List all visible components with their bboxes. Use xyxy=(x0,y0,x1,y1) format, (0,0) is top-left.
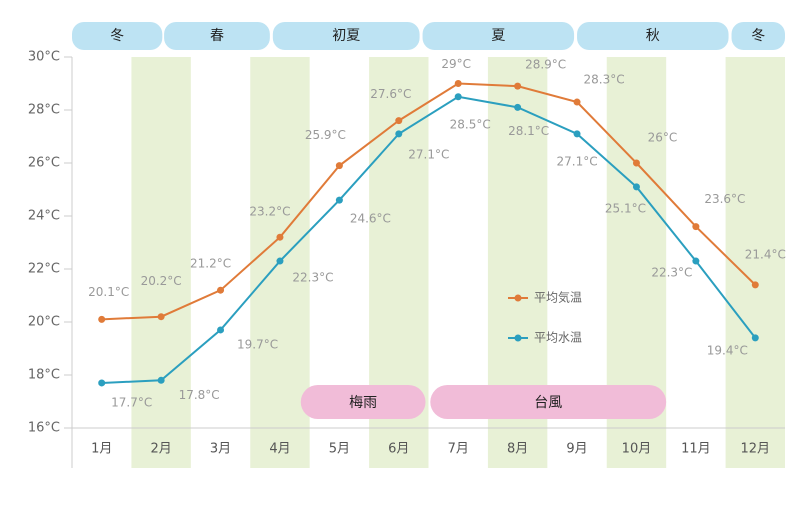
x-tick-label: 6月 xyxy=(388,442,409,457)
value-label: 23.2°C xyxy=(249,205,290,219)
x-tick-label: 7月 xyxy=(448,442,469,457)
value-label: 22.3°C xyxy=(292,271,333,285)
data-point xyxy=(276,233,284,241)
data-point xyxy=(454,93,462,101)
y-tick-label: 18°C xyxy=(28,368,60,383)
x-tick-label: 9月 xyxy=(566,442,587,457)
value-label: 26°C xyxy=(648,131,678,145)
data-point xyxy=(217,286,225,294)
data-point xyxy=(514,82,522,90)
data-point xyxy=(692,223,700,231)
value-label: 23.6°C xyxy=(704,192,745,206)
season-bar xyxy=(577,22,729,50)
y-tick-label: 24°C xyxy=(28,209,60,224)
season-label: 冬 xyxy=(110,28,124,44)
period-bar xyxy=(430,385,667,419)
data-point xyxy=(692,257,700,265)
data-point xyxy=(276,257,284,265)
month-band xyxy=(131,57,191,468)
legend-label: 平均水温 xyxy=(534,331,582,345)
value-label: 28.5°C xyxy=(450,117,491,131)
data-point xyxy=(632,159,640,167)
value-label: 29°C xyxy=(441,57,471,71)
data-point xyxy=(395,130,403,138)
legend-label: 平均気温 xyxy=(534,290,582,305)
value-label: 19.7°C xyxy=(237,337,278,351)
value-label: 27.1°C xyxy=(556,154,597,168)
value-label: 21.4°C xyxy=(745,247,786,261)
y-tick-label: 20°C xyxy=(28,315,60,330)
data-point xyxy=(335,162,343,170)
x-tick-label: 3月 xyxy=(210,442,231,457)
x-tick-label: 1月 xyxy=(91,442,112,457)
season-label: 夏 xyxy=(491,28,505,44)
data-point xyxy=(335,196,343,204)
x-tick-label: 2月 xyxy=(150,442,171,457)
data-point xyxy=(98,379,106,387)
period-bar xyxy=(300,385,426,419)
x-tick-label: 11月 xyxy=(681,442,711,457)
series-line xyxy=(101,95,757,384)
value-label: 17.8°C xyxy=(179,388,220,402)
x-tick-label: 10月 xyxy=(622,442,652,457)
period-label: 台風 xyxy=(534,395,562,411)
data-point xyxy=(632,183,640,191)
data-point xyxy=(454,80,462,87)
value-label: 19.4°C xyxy=(707,343,748,357)
value-label: 27.1°C xyxy=(408,147,449,161)
season-bar xyxy=(72,22,163,50)
x-tick-label: 8月 xyxy=(507,442,528,457)
legend-marker xyxy=(514,334,522,342)
data-point xyxy=(98,315,106,323)
value-label: 17.7°C xyxy=(111,395,152,409)
value-label: 20.2°C xyxy=(141,274,182,288)
data-point xyxy=(157,313,165,321)
value-label: 25.1°C xyxy=(605,201,646,215)
data-point xyxy=(157,376,165,384)
season-bar xyxy=(422,22,575,50)
x-tick-label: 4月 xyxy=(269,442,290,457)
y-tick-label: 22°C xyxy=(28,262,60,277)
data-point xyxy=(514,103,522,111)
season-bar xyxy=(272,22,420,50)
value-label: 28.9°C xyxy=(525,58,566,72)
season-label: 秋 xyxy=(646,28,660,44)
value-label: 21.2°C xyxy=(190,257,231,271)
data-point xyxy=(751,334,759,342)
series-line xyxy=(101,82,756,321)
data-point xyxy=(751,281,759,289)
value-label: 25.9°C xyxy=(305,128,346,142)
y-tick-label: 30°C xyxy=(28,50,60,65)
value-label: 22.3°C xyxy=(651,266,692,280)
data-point xyxy=(573,98,581,106)
x-tick-label: 12月 xyxy=(741,442,771,457)
season-label: 初夏 xyxy=(332,27,360,44)
y-tick-label: 28°C xyxy=(28,103,60,118)
season-label: 春 xyxy=(210,28,224,44)
data-point xyxy=(217,326,225,334)
value-label: 28.1°C xyxy=(508,124,549,138)
value-label: 27.6°C xyxy=(370,87,411,101)
data-point xyxy=(573,130,581,138)
season-bar xyxy=(164,22,270,50)
legend-marker xyxy=(514,294,522,302)
value-label: 28.3°C xyxy=(583,73,624,87)
season-label: 冬 xyxy=(751,28,765,44)
season-bar xyxy=(731,22,785,50)
value-label: 20.1°C xyxy=(88,285,129,299)
x-tick-label: 5月 xyxy=(329,442,350,457)
y-tick-label: 16°C xyxy=(28,421,60,436)
month-band xyxy=(725,57,785,468)
period-label: 梅雨 xyxy=(349,395,377,411)
data-point xyxy=(395,117,403,125)
value-label: 24.6°C xyxy=(350,212,391,226)
y-tick-label: 26°C xyxy=(28,156,60,171)
